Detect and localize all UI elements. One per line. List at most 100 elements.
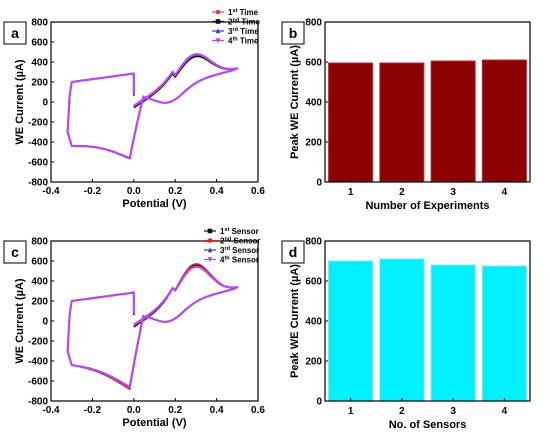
y-tick-label: 400: [305, 98, 322, 109]
x-tick-label: 0.0: [127, 405, 141, 416]
legend-text: Sensor: [230, 246, 259, 255]
legend-entry: 1st Time: [228, 8, 259, 17]
x-tick-label: 1: [348, 187, 354, 198]
bar-2: [379, 258, 425, 402]
y-tick-label: 200: [31, 297, 48, 308]
y-axis-label: Peak WE Current (µA): [289, 264, 301, 378]
y-tick-label: -600: [28, 377, 48, 388]
legend-text: Time: [239, 18, 260, 27]
legend-entry: 1st Sensor: [220, 227, 259, 236]
x-tick-label: 0.6: [251, 186, 265, 197]
legend-marker: [215, 38, 221, 44]
panel-label-box: [3, 240, 27, 264]
series-line-4: [66, 265, 239, 389]
x-axis-label: Potential (V): [122, 198, 187, 210]
panel-a: -800 -600 -400 -200 0 200 400 600 800 -0.4 -0.2 0.0…: [3, 8, 265, 210]
series-line-3: [66, 54, 239, 160]
bar-1: [328, 260, 374, 402]
legend-text: Time: [238, 27, 259, 36]
y-tick-label: 800: [31, 18, 48, 29]
x-tick-label: 4: [502, 187, 508, 198]
x-tick-label: 2: [399, 406, 405, 417]
y-tick-label: -800: [28, 397, 48, 408]
legend-marker: [207, 228, 213, 234]
series-line-4: [66, 53, 239, 160]
x-tick-label: 1: [348, 406, 354, 417]
x-tick-label: -0.4: [42, 405, 60, 416]
legend-entry: 4th Sensor: [220, 256, 259, 265]
x-tick-label: 3: [450, 406, 456, 417]
bar-4: [481, 59, 527, 183]
y-tick-label: -600: [28, 158, 48, 169]
y-tick-label: 400: [31, 58, 48, 69]
bar-2: [379, 62, 425, 183]
panel-label-box: [281, 240, 305, 264]
y-tick-label: 400: [305, 317, 322, 328]
legend-text: Time: [238, 37, 259, 46]
plot-area-frame: [50, 240, 259, 402]
y-tick-label: 0: [316, 397, 322, 408]
bar-4: [481, 265, 527, 402]
y-tick-label: 0: [42, 317, 48, 328]
y-tick-label: 200: [31, 78, 48, 89]
legend-superscript: nd: [232, 18, 239, 24]
y-tick-label: 600: [31, 38, 48, 49]
x-axis-label: No. of Sensors: [389, 419, 467, 431]
y-tick-label: 600: [31, 257, 48, 268]
legend-number: 1: [220, 227, 225, 236]
x-axis-label: Number of Experiments: [365, 200, 489, 212]
series-line-2: [66, 55, 239, 159]
legend-entry: 2nd Sensor: [220, 237, 261, 246]
x-tick-label: 0.2: [168, 405, 182, 416]
legend-number: 4: [228, 37, 233, 46]
x-tick-label: -0.4: [42, 186, 60, 197]
x-tick-label: -0.2: [84, 405, 102, 416]
legend-text: Sensor: [230, 256, 259, 265]
legend-text: Sensor: [231, 237, 260, 246]
legend-entry: 2nd Time: [228, 18, 260, 27]
x-tick-label: 0.2: [168, 186, 182, 197]
legend-marker: [215, 9, 221, 15]
y-tick-label: 800: [305, 18, 322, 29]
x-tick-label: 2: [399, 187, 405, 198]
y-tick-label: -200: [28, 118, 48, 129]
bar-1: [328, 62, 374, 183]
legend-number: 4: [220, 256, 225, 265]
x-tick-label: 0.4: [210, 186, 224, 197]
x-tick-label: 0.0: [127, 186, 141, 197]
legend-number: 3: [220, 246, 225, 255]
y-tick-label: 600: [305, 58, 322, 69]
legend-superscript: rd: [224, 246, 230, 252]
y-axis-label: WE Current (µA): [14, 59, 26, 145]
legend-text: Time: [237, 8, 258, 17]
plot-area-frame: [50, 21, 259, 183]
legend-superscript: th: [224, 256, 230, 262]
legend-number: 1: [228, 8, 233, 17]
legend-marker: [215, 19, 221, 24]
legend-entry: 3rd Time: [228, 27, 259, 36]
series-line-1: [66, 55, 239, 159]
panel-c: -800 -600 -400 -200 0 200 400 600 800 -0.4 -0.2 0.0…: [3, 227, 265, 429]
y-tick-label: -200: [28, 337, 48, 348]
panel-label: c: [11, 244, 19, 260]
panel-label-box: [281, 21, 305, 45]
y-tick-label: 0: [316, 178, 322, 189]
y-axis-label: WE Current (µA): [14, 278, 26, 364]
y-axis-label: Peak WE Current (µA): [289, 45, 301, 159]
legend-text: Sensor: [229, 227, 258, 236]
y-tick-label: 0: [42, 98, 48, 109]
legend-marker: [207, 257, 213, 263]
y-tick-label: 600: [305, 277, 322, 288]
panel-b: 0 200 400 600 800 1 2 3 4 Number of Experiments Pe…: [281, 18, 531, 212]
y-tick-label: 200: [305, 357, 322, 368]
panel-label: a: [11, 25, 19, 41]
y-tick-label: -400: [28, 357, 48, 368]
legend-marker: [215, 28, 221, 34]
legend-superscript: rd: [232, 27, 238, 33]
legend-superscript: st: [232, 8, 237, 14]
legend-marker: [207, 247, 213, 253]
legend-number: 2: [228, 18, 233, 27]
y-tick-label: -400: [28, 138, 48, 149]
